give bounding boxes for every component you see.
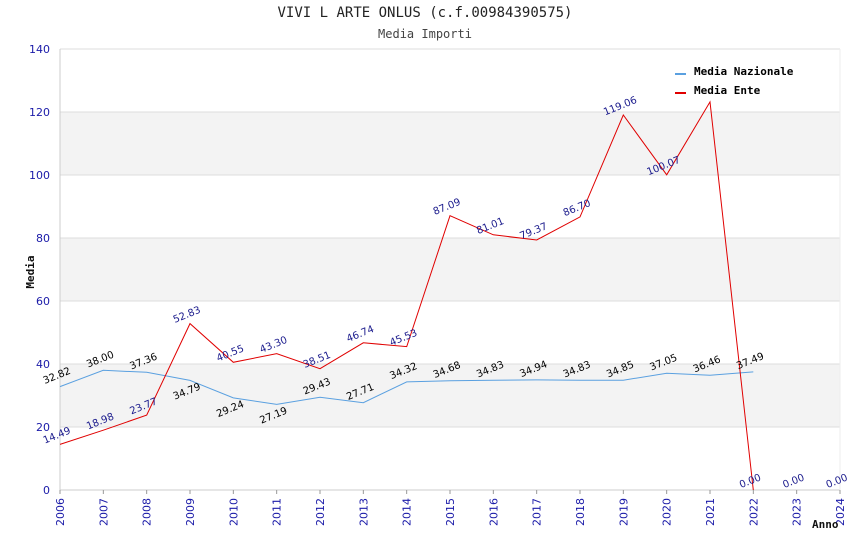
x-tick-label: 2022 — [747, 498, 760, 526]
y-tick-label: 60 — [36, 295, 50, 308]
y-tick-label: 100 — [29, 169, 50, 182]
series-line-media-nazionale — [59, 369, 754, 405]
x-tick-label: 2007 — [97, 498, 110, 526]
x-tick-label: 2010 — [227, 498, 240, 526]
chart-subtitle: Media Importi — [378, 27, 472, 41]
x-tick-label: 2020 — [661, 498, 674, 526]
y-tick-label: 20 — [36, 421, 50, 434]
legend-label-ente: Media Ente — [694, 84, 761, 97]
x-tick-label: 2014 — [401, 498, 414, 526]
y-tick-label: 80 — [36, 232, 50, 245]
x-tick-label: 2016 — [487, 498, 500, 526]
x-tick-label: 2021 — [704, 498, 717, 526]
x-tick-label: 2009 — [184, 498, 197, 526]
band — [60, 49, 840, 112]
y-tick-label: 120 — [29, 106, 50, 119]
x-tick-label: 2017 — [531, 498, 544, 526]
band — [60, 238, 840, 301]
y-tick-label: 40 — [36, 358, 50, 371]
x-tick-label: 2013 — [357, 498, 370, 526]
x-tick-label: 2012 — [314, 498, 327, 526]
y-tick-label: 140 — [29, 43, 50, 56]
x-tick-label: 2018 — [574, 498, 587, 526]
x-tick-label: 2011 — [271, 498, 284, 526]
x-tick-label: 2006 — [54, 498, 67, 526]
series-lines — [59, 100, 754, 491]
background-bands — [60, 49, 840, 490]
x-tick-label: 2024 — [834, 498, 847, 526]
series-line-media-ente — [59, 100, 754, 491]
band — [60, 112, 840, 175]
x-tick-label: 2008 — [141, 498, 154, 526]
x-tick-labels: 2006 2007 2008 2009 2010 2011 2012 2013 2014 2015… — [54, 490, 847, 526]
band — [60, 364, 840, 427]
y-tick-labels: 0 20 40 60 80 100 120 140 — [29, 43, 50, 497]
x-axis-label: Anno — [812, 518, 839, 531]
legend-label-nazionale: Media Nazionale — [694, 65, 794, 78]
band — [60, 301, 840, 364]
chart-title: VIVI L ARTE ONLUS (c.f.00984390575) — [277, 5, 573, 21]
x-tick-label: 2019 — [617, 498, 630, 526]
band — [60, 427, 840, 490]
y-tick-label: 0 — [43, 484, 50, 497]
x-tick-label: 2015 — [444, 498, 457, 526]
x-tick-label: 2023 — [791, 498, 804, 526]
y-axis-label: Media — [24, 255, 37, 288]
band — [60, 175, 840, 238]
legend: Media Nazionale Media Ente — [675, 65, 794, 97]
